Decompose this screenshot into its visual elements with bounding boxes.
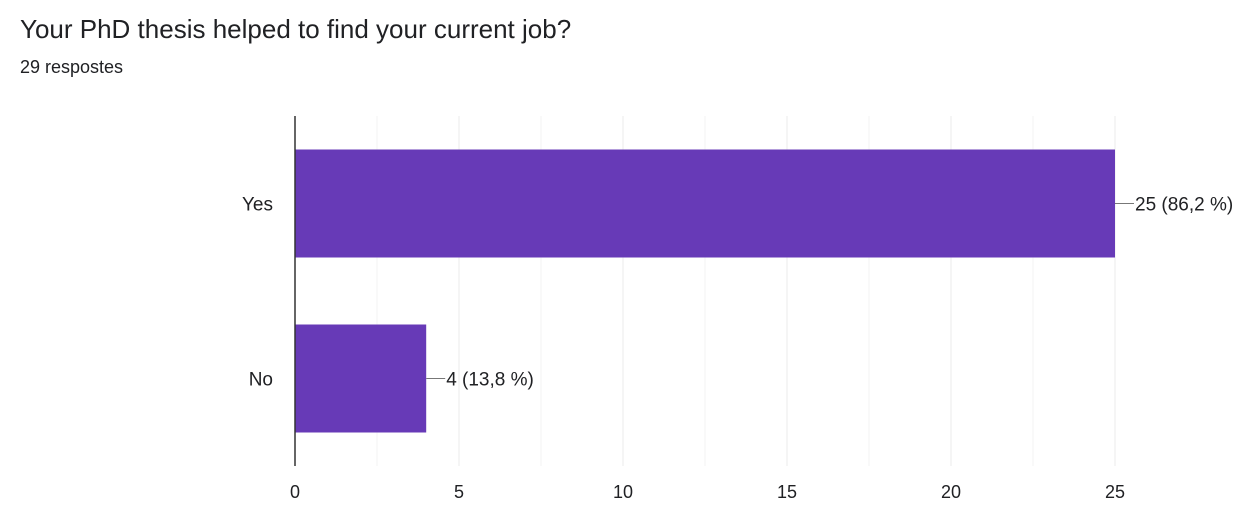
response-count: 29 respostes <box>20 57 124 77</box>
x-tick-label: 15 <box>777 482 797 502</box>
category-label: No <box>249 370 273 391</box>
x-tick-label: 0 <box>290 482 300 502</box>
data-label: 4 (13,8 %) <box>446 370 534 391</box>
x-tick-label: 5 <box>454 482 464 502</box>
x-tick-label: 10 <box>613 482 633 502</box>
chart-header: Your PhD thesis helped to find your curr… <box>20 12 571 79</box>
bar-no <box>295 324 427 433</box>
category-label: Yes <box>242 195 273 216</box>
bar-yes <box>295 149 1115 258</box>
data-label: 25 (86,2 %) <box>1135 195 1233 216</box>
question-title: Your PhD thesis helped to find your curr… <box>20 14 572 44</box>
x-tick-label: 25 <box>1105 482 1125 502</box>
x-tick-label: 20 <box>941 482 961 502</box>
